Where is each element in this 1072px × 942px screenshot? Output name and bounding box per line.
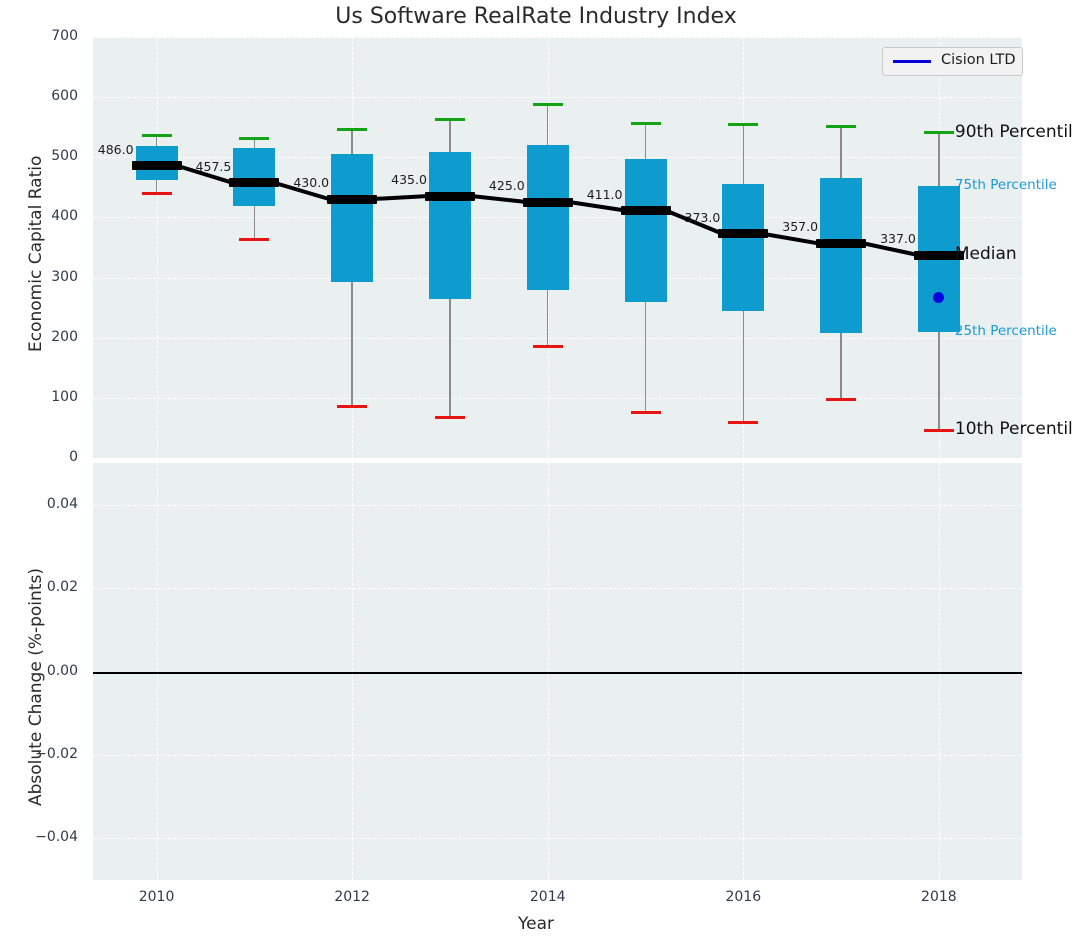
- median-bar: [913, 250, 964, 260]
- box-cap-p90: [923, 131, 954, 135]
- legend-label-cision-ltd: Cision LTD: [941, 52, 1016, 68]
- chart-title: Us Software RealRate Industry Index: [335, 4, 737, 29]
- box-cap-p10: [630, 410, 661, 414]
- box-body: [820, 178, 863, 333]
- median-value-label: 435.0: [391, 172, 427, 188]
- upper-gridline-v: [156, 37, 158, 458]
- lower-gridline-h: [93, 754, 1022, 756]
- median-bar: [424, 191, 475, 201]
- median-bar: [131, 161, 182, 171]
- x-tick-label: 2012: [334, 889, 370, 905]
- median-value-label: 337.0: [880, 231, 916, 247]
- box-body: [233, 147, 276, 206]
- box-cap-p10: [337, 405, 368, 409]
- upper-y-tick-label: 200: [51, 328, 78, 345]
- upper-gridline-h: [93, 397, 1022, 399]
- median-value-label: 411.0: [586, 186, 623, 202]
- lower-panel-plot-area: [93, 463, 1022, 880]
- upper-y-axis-title: Economic Capital Ratio: [26, 155, 46, 352]
- median-value-label: 457.5: [195, 158, 232, 174]
- upper-panel-plot-area: 486.0 457.5 430.0 435.0 425.0 411.0 373.0 357.0…: [93, 37, 1022, 458]
- box-cap-p90: [337, 127, 368, 131]
- box-cap-p90: [630, 121, 661, 125]
- box-cap-p10: [532, 345, 563, 349]
- upper-y-tick-label: 400: [51, 208, 78, 225]
- lower-gridline-h: [93, 504, 1022, 506]
- upper-y-tick-label: 300: [51, 268, 78, 285]
- median-bar: [229, 178, 280, 188]
- lower-y-tick-label: 0.04: [46, 495, 78, 512]
- box-cap-p90: [141, 134, 172, 138]
- lower-y-tick-label: 0.02: [46, 579, 78, 596]
- median-bar: [718, 229, 769, 239]
- box-cap-p10: [728, 421, 759, 425]
- lower-y-axis-title: Absolute Change (%-points): [26, 568, 46, 806]
- upper-gridline-h: [93, 97, 1022, 99]
- box-body: [624, 159, 667, 303]
- median-value-label: 357.0: [782, 219, 819, 235]
- x-tick-label: 2014: [529, 889, 566, 905]
- lower-gridline-h: [93, 588, 1022, 590]
- annotation-p25: 25th Percentile: [954, 322, 1057, 339]
- upper-y-tick-label: 100: [51, 388, 78, 405]
- median-value-label: 373.0: [684, 209, 721, 225]
- upper-gridline-h: [93, 37, 1022, 38]
- median-value-label: 430.0: [293, 175, 330, 191]
- box-cap-p10: [239, 237, 270, 241]
- box-cap-p10: [826, 398, 857, 402]
- median-trend-segment: [470, 194, 527, 205]
- lower-y-tick-label: 0.00: [46, 662, 78, 679]
- box-cap-p10: [141, 191, 172, 195]
- median-trend-segment: [373, 194, 430, 202]
- upper-y-tick-label: 500: [51, 148, 78, 165]
- upper-y-tick-label: 600: [51, 88, 78, 105]
- annotation-median: Median: [954, 244, 1017, 265]
- upper-y-tick-label: 700: [51, 28, 78, 44]
- lower-zero-line: [93, 671, 1022, 674]
- box-body: [428, 151, 471, 299]
- median-bar: [620, 206, 671, 216]
- x-axis-title: Year: [518, 914, 554, 934]
- median-bar: [816, 238, 867, 248]
- annotation-p75: 75th Percentile: [954, 177, 1057, 194]
- lower-y-tick-label: −0.02: [35, 745, 78, 762]
- lower-gridline-h: [93, 838, 1022, 840]
- annotation-p10: 10th Percentile: [954, 419, 1072, 440]
- box-cap-p10: [434, 415, 465, 419]
- x-tick-label: 2010: [138, 889, 175, 905]
- box-cap-p90: [239, 137, 270, 141]
- median-trend-segment: [568, 200, 625, 213]
- box-body: [722, 183, 765, 312]
- box-cap-p10: [923, 428, 954, 432]
- box-cap-p90: [728, 123, 759, 127]
- upper-gridline-h: [93, 337, 1022, 339]
- upper-y-tick-label: 0: [69, 449, 78, 465]
- annotation-p90: 90th Percentile: [954, 121, 1072, 142]
- median-value-label: 486.0: [97, 141, 134, 157]
- box-cap-p90: [826, 125, 857, 129]
- box-cap-p90: [434, 117, 465, 121]
- box-body: [526, 144, 569, 290]
- x-tick-label: 2016: [725, 889, 762, 905]
- median-bar: [327, 194, 378, 204]
- median-value-label: 425.0: [488, 178, 525, 194]
- company-marker-cision-ltd: [933, 291, 945, 303]
- lower-y-tick-label: −0.04: [35, 829, 78, 846]
- legend: Cision LTD: [882, 47, 1023, 76]
- box-cap-p90: [532, 102, 563, 106]
- legend-line-cision-ltd: [893, 60, 931, 63]
- box-body: [331, 154, 374, 282]
- median-bar: [522, 197, 573, 207]
- x-tick-label: 2018: [921, 889, 957, 905]
